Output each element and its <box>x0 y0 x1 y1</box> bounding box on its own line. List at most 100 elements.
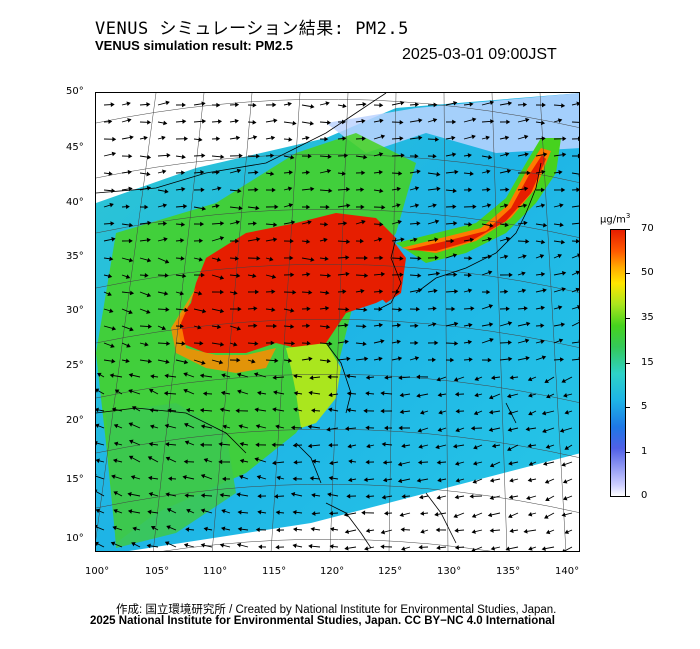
wind-arrow-head <box>417 428 422 433</box>
wind-arrow-head <box>125 274 131 279</box>
wind-arrow-head <box>324 136 329 142</box>
wind-arrow-head <box>111 151 117 157</box>
wind-arrow-head <box>471 134 476 140</box>
wind-arrow-head <box>219 236 225 241</box>
wind-arrow-head <box>164 423 169 429</box>
wind-arrow-head <box>525 426 530 432</box>
wind-arrow-head <box>545 496 550 502</box>
wind-arrow-head <box>434 219 440 224</box>
wind-arrow-head <box>380 271 386 277</box>
wind-arrow-head <box>327 492 332 497</box>
wind-arrow-head <box>127 169 132 175</box>
wind-arrow-head <box>508 272 513 278</box>
wind-arrow-head <box>470 306 475 311</box>
wind-arrow-head <box>179 290 185 296</box>
wind-arrow-head <box>380 408 385 414</box>
wind-arrow-head <box>273 222 278 228</box>
wind-arrow-head <box>183 204 188 209</box>
wind-arrow-head <box>146 543 151 549</box>
wind-arrow-head <box>271 274 277 279</box>
wind-arrow-head <box>165 456 171 461</box>
wind-arrow-head <box>525 356 530 361</box>
wind-arrow-head <box>560 239 566 245</box>
wind-arrow-head <box>326 358 331 364</box>
wind-arrow-head <box>270 340 275 346</box>
wind-arrow-head <box>577 305 579 310</box>
lon-tick-100: 100° <box>85 566 110 577</box>
graticule <box>96 93 579 551</box>
wind-arrow-head <box>129 290 135 296</box>
wind-arrow-head <box>255 205 260 211</box>
wind-arrow-head <box>255 527 260 533</box>
wind-arrow-head <box>432 203 437 208</box>
wind-arrow-head <box>328 341 333 347</box>
wind-arrow-head <box>326 168 332 174</box>
wind-arrow-head <box>183 359 189 365</box>
wind-arrow-head <box>238 153 243 159</box>
wind-arrow-head <box>310 186 315 192</box>
wind-arrow-head <box>306 239 311 244</box>
wind-arrow-head <box>453 272 458 278</box>
wind-arrow-head <box>146 292 152 298</box>
wind-arrow-head <box>507 446 512 451</box>
wind-arrow-head <box>293 527 298 532</box>
wind-arrow-head <box>436 171 441 177</box>
wind-arrow-head <box>343 512 348 517</box>
wind-arrow-head <box>128 422 134 427</box>
map-canvas <box>96 93 579 551</box>
wind-arrow-head <box>400 153 405 158</box>
wind-arrow-head <box>148 492 154 497</box>
wind-arrow-head <box>200 221 205 227</box>
copyright-line: 2025 National Institute for Environmenta… <box>90 615 555 627</box>
wind-arrow-head <box>467 272 472 278</box>
wind-arrow-head <box>255 424 261 429</box>
wind-arrow-head <box>521 288 527 294</box>
wind-arrow-head <box>256 153 261 159</box>
wind-arrow-head <box>164 291 169 296</box>
wind-arrow-head <box>524 134 529 140</box>
wind-arrow-head <box>306 340 311 346</box>
wind-arrow-head <box>364 356 369 362</box>
cbar-tick-5: 5 <box>641 401 648 412</box>
wind-arrow-head <box>344 426 350 431</box>
wind-arrow-head <box>506 119 511 125</box>
wind-arrow-head <box>488 427 493 432</box>
wind-arrow-head <box>254 341 259 346</box>
wind-arrow-head <box>327 407 333 413</box>
lat-tick-50: 50° <box>66 86 84 97</box>
wind-arrow-head <box>126 343 131 348</box>
wind-arrow-head <box>131 542 136 547</box>
wind-arrow-head <box>414 203 420 208</box>
wind-arrow-head <box>182 475 187 480</box>
wind-arrow-head <box>541 136 546 141</box>
wind-arrow-head <box>361 219 366 225</box>
wind-arrow-head <box>147 324 153 329</box>
lat-tick-45: 45° <box>66 142 84 153</box>
wind-arrow-head <box>503 203 509 209</box>
wind-arrow-head <box>199 238 204 244</box>
wind-arrow-head <box>113 508 118 514</box>
wind-arrow-head <box>562 136 567 142</box>
wind-arrow-head <box>306 323 311 329</box>
wind-arrow-head <box>110 343 115 348</box>
wind-arrow-head <box>307 153 312 159</box>
wind-arrow-head <box>325 101 330 106</box>
wind-arrow-head <box>164 188 169 194</box>
wind-arrow-head <box>434 512 439 517</box>
wind-arrow-head <box>270 171 275 176</box>
wind-arrow-head <box>365 459 370 465</box>
wind-arrow-head <box>276 475 281 481</box>
wind-arrow-head <box>382 477 388 483</box>
wind-arrow-head <box>147 220 152 226</box>
wind-arrow-head <box>200 170 205 175</box>
wind-arrow <box>571 321 579 327</box>
wind-arrow-head <box>310 104 315 109</box>
wind-arrow-head <box>166 341 171 346</box>
credit-line: 作成: 国立環境研究所 / Created by National Instit… <box>116 604 557 616</box>
wind-arrow-head <box>546 393 551 399</box>
wind-arrow-head <box>327 154 332 159</box>
lon-tick-115: 115° <box>262 566 287 577</box>
wind-arrow-head <box>399 256 404 261</box>
wind-arrow-head <box>575 270 579 275</box>
wind-arrow-head <box>486 187 491 193</box>
